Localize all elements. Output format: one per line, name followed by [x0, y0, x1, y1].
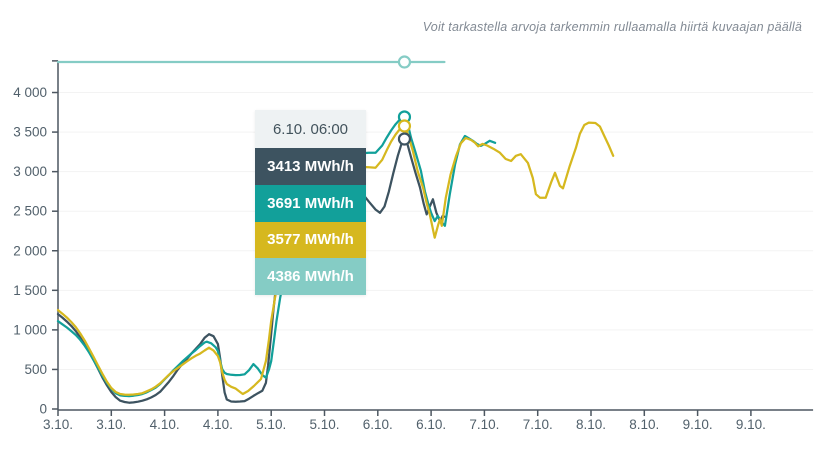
x-tick-label: 6.10. — [363, 417, 393, 432]
tooltip-timestamp: 6.10. 06:00 — [255, 110, 366, 148]
x-tick-label: 4.10. — [150, 417, 180, 432]
y-tick-label: 0 — [39, 402, 47, 417]
y-tick-label: 500 — [24, 362, 47, 377]
x-tick-label: 5.10. — [256, 417, 286, 432]
y-tick-label: 3 500 — [13, 125, 47, 140]
series-yellow-hover-marker — [397, 119, 412, 133]
y-tick-label: 4 000 — [13, 85, 47, 100]
x-tick-label: 8.10. — [576, 417, 606, 432]
series-light-teal-hover-marker — [397, 55, 412, 69]
y-tick-label: 2 500 — [13, 204, 47, 219]
x-tick-label: 9.10. — [736, 417, 766, 432]
tooltip-rows: 3413 MWh/h 3691 MWh/h 3577 MWh/h 4386 MWh/h — [255, 148, 366, 295]
hint-text: Voit tarkastella arvoja tarkemmin rullaa… — [422, 20, 802, 34]
tooltip-row-2: 3577 MWh/h — [255, 221, 366, 259]
x-tick-label: 7.10. — [523, 417, 553, 432]
series-dark-slate-hover-marker — [397, 132, 412, 146]
x-tick-label: 3.10. — [43, 417, 73, 432]
x-tick-label: 8.10. — [629, 417, 659, 432]
x-tick-label: 3.10. — [96, 417, 126, 432]
chart-tooltip: 6.10. 06:00 3413 MWh/h 3691 MWh/h 3577 MWh… — [255, 110, 366, 295]
y-tick-label: 1 000 — [13, 322, 47, 337]
tooltip-row-1: 3691 MWh/h — [255, 184, 366, 222]
x-tick-label: 6.10. — [416, 417, 446, 432]
y-tick-label: 2 000 — [13, 243, 47, 258]
series-dark-slate-line — [56, 137, 446, 404]
tooltip-row-3: 4386 MWh/h — [255, 258, 366, 295]
x-tick-label: 4.10. — [203, 417, 233, 432]
x-tick-label: 5.10. — [309, 417, 339, 432]
x-tick-label: 9.10. — [683, 417, 713, 432]
y-tick-label: 3 000 — [13, 164, 47, 179]
series-teal-line — [56, 115, 497, 398]
x-tick-label: 7.10. — [469, 417, 499, 432]
y-tick-label: 1 500 — [13, 283, 47, 298]
tooltip-row-0: 3413 MWh/h — [255, 148, 366, 185]
